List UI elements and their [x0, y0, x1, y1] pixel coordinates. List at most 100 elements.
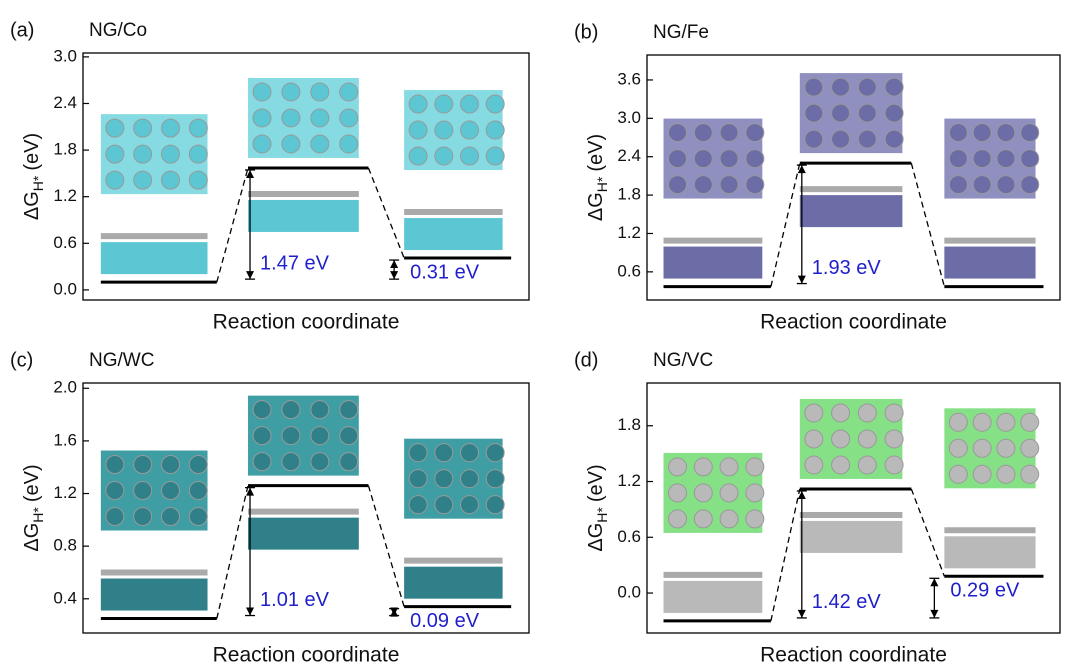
arrow-head [246, 607, 255, 616]
atom [831, 455, 851, 475]
atom [884, 103, 904, 123]
atom [884, 429, 904, 449]
atom [948, 438, 968, 458]
y-label-main: ΔG [585, 192, 607, 221]
atom [857, 103, 877, 123]
connector [216, 485, 249, 619]
atom [884, 129, 904, 149]
y-tick-label: 3.0 [617, 108, 641, 127]
atom [996, 123, 1016, 143]
connector [367, 485, 405, 607]
atom [996, 464, 1016, 484]
plot-frame [82, 52, 530, 301]
panel-title: NG/VC [653, 350, 713, 371]
atom [408, 94, 428, 114]
atom [281, 452, 301, 472]
structure-side-view [404, 566, 503, 599]
atom [105, 170, 125, 190]
x-axis-label: Reaction coordinate [760, 311, 947, 334]
panel-title: NG/Fe [653, 22, 709, 43]
atom [693, 175, 713, 195]
atom [693, 123, 713, 143]
energy-annotation: 1.93 eV [812, 257, 882, 279]
plot-frame [646, 382, 1061, 634]
atom [105, 118, 125, 138]
atom [310, 108, 330, 128]
panel-label: (c) [10, 349, 33, 371]
atom [668, 149, 688, 169]
atom [310, 400, 330, 420]
atom [161, 507, 181, 527]
atom [161, 144, 181, 164]
connector [367, 167, 405, 259]
arrow-head [797, 165, 806, 174]
atom [745, 483, 765, 503]
atom [804, 77, 824, 97]
y-label-unit: (eV) [21, 464, 43, 502]
y-tick-label: 2.0 [53, 378, 77, 397]
atom [719, 123, 739, 143]
atom [339, 452, 359, 472]
atom [668, 483, 688, 503]
atom [745, 457, 765, 477]
atom [693, 509, 713, 529]
atom [948, 412, 968, 432]
structure-side-view [663, 246, 763, 279]
atom [434, 120, 454, 140]
atom [972, 438, 992, 458]
atom [804, 429, 824, 449]
atom [693, 149, 713, 169]
arrow-head [390, 260, 399, 269]
energy-annotation: 1.47 eV [260, 252, 330, 274]
y-tick-label: 1.2 [617, 223, 641, 242]
arrow-head [246, 487, 255, 496]
atom [668, 457, 688, 477]
arrow-head [797, 490, 806, 499]
atom [857, 455, 877, 475]
atom [252, 108, 272, 128]
panel-title: NG/WC [89, 350, 154, 371]
atom [831, 103, 851, 123]
atom [310, 452, 330, 472]
atom [188, 507, 208, 527]
connector [910, 488, 945, 577]
atom [161, 170, 181, 190]
atom [972, 175, 992, 195]
energy-annotation: 0.09 eV [410, 610, 480, 632]
atom [310, 134, 330, 154]
y-label-main: ΔG [21, 523, 43, 552]
arrow-head [930, 609, 939, 618]
atom [161, 455, 181, 475]
y-tick-label: 0.0 [617, 583, 641, 602]
atom [948, 175, 968, 195]
atom [996, 175, 1016, 195]
y-axis-label: ΔGH* (eV) [21, 464, 45, 551]
atom [996, 412, 1016, 432]
y-tick-label: 1.8 [53, 140, 77, 159]
atom [339, 82, 359, 102]
atom [188, 455, 208, 475]
atom [1020, 123, 1040, 143]
y-tick-label: 3.0 [53, 46, 77, 65]
atom [972, 464, 992, 484]
atom [434, 469, 454, 489]
atom [485, 120, 505, 140]
atom [281, 400, 301, 420]
y-axis-label: ΔGH* (eV) [585, 134, 609, 221]
atom [133, 507, 153, 527]
x-axis-label: Reaction coordinate [213, 311, 400, 334]
structure-side-view [404, 218, 503, 251]
atom [804, 129, 824, 149]
atom [310, 426, 330, 446]
y-tick-label: 3.6 [617, 69, 641, 88]
y-label-sub: H* [30, 175, 46, 191]
atom [252, 82, 272, 102]
atom [459, 120, 479, 140]
y-label-unit: (eV) [585, 464, 607, 502]
y-tick-label: 0.6 [617, 527, 641, 546]
atom [188, 481, 208, 501]
atom [188, 118, 208, 138]
atom [133, 144, 153, 164]
atom [339, 426, 359, 446]
